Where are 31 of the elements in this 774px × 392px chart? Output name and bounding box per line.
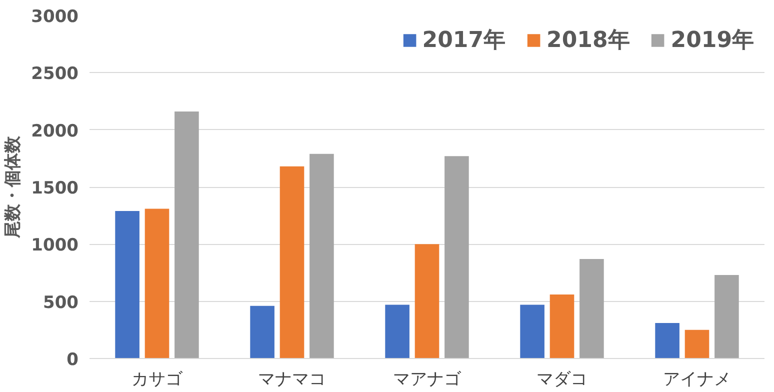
- x-tick-label: マアナゴ: [393, 370, 462, 390]
- x-tick-label: マナマコ: [258, 370, 326, 390]
- bar: [115, 211, 140, 358]
- legend-label: 2019年: [670, 27, 754, 55]
- bar: [444, 156, 469, 358]
- x-tick-label: マダコ: [536, 370, 588, 390]
- bar: [174, 112, 199, 358]
- y-axis-title: 尾数・個体数: [3, 135, 24, 239]
- bar: [580, 259, 604, 358]
- y-tick-label: 1000: [31, 236, 79, 256]
- bar: [655, 323, 680, 358]
- y-tick-label: 2500: [31, 64, 79, 84]
- x-tick-label: アイナメ: [663, 370, 731, 390]
- bar: [714, 275, 739, 358]
- y-tick-label: 0: [66, 350, 79, 370]
- y-tick-label: 500: [43, 292, 79, 313]
- bar: [550, 294, 574, 358]
- bar: [385, 304, 410, 358]
- x-tick-label: カサゴ: [132, 370, 184, 390]
- y-tick-label: 2000: [31, 121, 79, 142]
- bar: [684, 330, 710, 358]
- bar: [414, 244, 440, 358]
- bar: [250, 306, 274, 358]
- bar: [520, 304, 544, 358]
- bar: [144, 208, 170, 358]
- bar: [280, 166, 304, 358]
- legend-label: 2017年: [422, 27, 506, 55]
- y-tick-label: 3000: [31, 7, 79, 27]
- y-tick-label: 1500: [31, 178, 79, 198]
- legend-label: 2018年: [546, 27, 630, 55]
- bar: [310, 154, 334, 358]
